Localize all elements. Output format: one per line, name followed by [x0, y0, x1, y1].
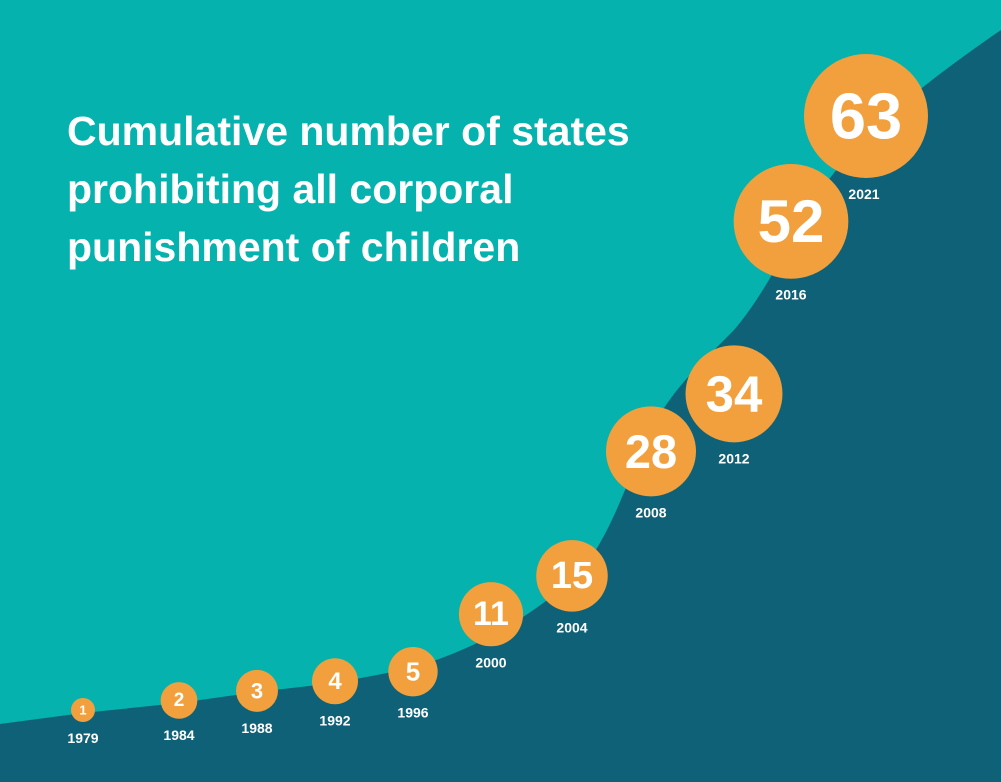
bubble-2008 — [606, 406, 696, 497]
value-label-1988: 3 — [251, 678, 263, 703]
bubble-2004 — [536, 540, 608, 612]
year-label-2004: 2004 — [556, 620, 587, 636]
bubble-2000 — [458, 582, 524, 647]
bubble-1988 — [236, 669, 278, 712]
year-label-2008: 2008 — [635, 504, 666, 520]
year-label-1996: 1996 — [397, 704, 428, 720]
year-label-1979: 1979 — [67, 730, 98, 746]
bubble-1984 — [160, 682, 198, 719]
value-label-1992: 4 — [328, 668, 342, 695]
chart-title: Cumulative number of states prohibiting … — [67, 108, 634, 270]
year-label-2012: 2012 — [718, 450, 749, 466]
bubble-2012 — [685, 345, 783, 443]
year-label-2016: 2016 — [775, 287, 806, 303]
year-label-2021: 2021 — [848, 186, 879, 202]
chart-title-line-1: Cumulative number of states — [67, 108, 630, 154]
value-label-1996: 5 — [406, 657, 420, 687]
bubble-1979 — [71, 698, 95, 722]
value-label-2012: 34 — [706, 365, 763, 422]
year-label-1988: 1988 — [241, 720, 272, 736]
cumulative-area — [0, 30, 1001, 782]
value-label-1984: 2 — [174, 690, 185, 711]
chart-title-line-3: punishment of children — [67, 224, 520, 270]
year-label-1992: 1992 — [319, 712, 350, 728]
value-label-2004: 15 — [551, 555, 593, 597]
bubble-1992 — [312, 658, 358, 705]
data-points: 1 1979 2 1984 3 1988 4 1992 5 1996 11 2000 15 2004 28 2… — [67, 54, 928, 746]
year-label-1984: 1984 — [163, 727, 194, 743]
bubble-2016 — [733, 164, 849, 279]
year-label-2000: 2000 — [475, 654, 506, 670]
chart-title-line-2: prohibiting all corporal — [67, 166, 513, 212]
value-label-2008: 28 — [625, 425, 677, 478]
bubble-1996 — [388, 646, 438, 697]
value-label-2000: 11 — [473, 595, 509, 633]
bubble-2021 — [804, 54, 928, 178]
value-label-1979: 1 — [79, 703, 86, 718]
value-label-2016: 52 — [758, 188, 825, 255]
value-label-2021: 63 — [830, 80, 902, 153]
